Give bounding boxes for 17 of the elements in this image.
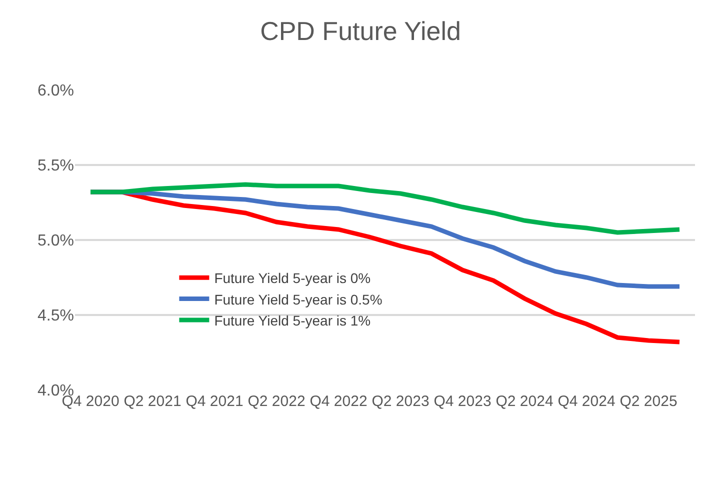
legend-label: Future Yield 5-year is 0.5% (214, 291, 382, 308)
x-tick-label: Q2 2024 (496, 393, 554, 410)
legend-label: Future Yield 5-year is 0% (214, 270, 371, 286)
x-tick-label: Q4 2023 (434, 393, 492, 410)
chart-title: CPD Future Yield (260, 16, 461, 46)
x-tick-label: Q4 2024 (558, 393, 616, 410)
y-tick-label: 6.0% (38, 82, 74, 100)
x-tick-label: Q2 2023 (372, 393, 430, 410)
x-tick-label: Q4 2022 (310, 393, 368, 410)
x-tick-label: Q2 2021 (124, 393, 182, 410)
legend-label: Future Yield 5-year is 1% (214, 312, 371, 328)
x-tick-label: Q4 2021 (186, 393, 244, 410)
x-tick-label: Q2 2025 (620, 393, 678, 410)
y-tick-label: 5.0% (38, 232, 74, 250)
y-tick-label: 5.5% (38, 158, 74, 175)
y-tick-label: 4.5% (38, 308, 74, 325)
x-tick-label: Q2 2022 (248, 393, 306, 410)
